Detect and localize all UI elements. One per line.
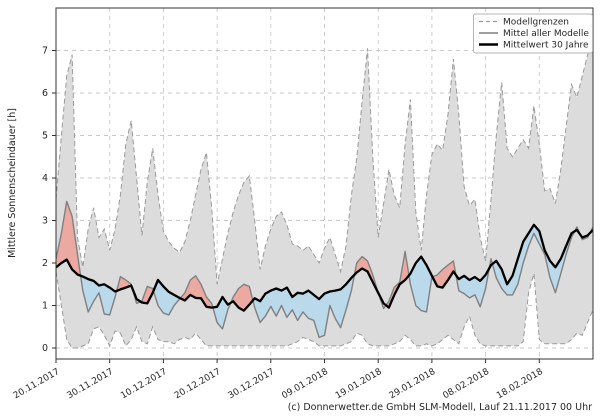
text-layer: Mittlere Sonnenscheindauer [h] (c) Donner… [7,108,592,413]
x-tick-label: 08.02.2018 [441,367,491,402]
legend-item-solid-black: Mittelwert 30 Jahre [479,41,589,51]
legend-label: Mittelwert 30 Jahre [503,41,589,51]
below-normal-fill [213,297,230,329]
y-tick-label: 2 [42,258,48,269]
y-tick-label: 1 [42,301,48,312]
legend-box [473,13,593,54]
above-normal-fill [56,201,80,276]
data-layer [56,29,593,349]
copyright-footer: (c) Donnerwetter.de GmbH SLM-Modell, Lau… [288,402,592,413]
y-tick-label: 5 [42,131,48,142]
x-tick-label: 10.12.2017 [119,367,169,401]
model-bounds-max-line [56,29,593,285]
below-normal-fill [80,275,117,315]
below-normal-fill [409,256,432,312]
x-tick-label: 20.11.2017 [12,367,62,401]
x-tick-label: 09.01.2018 [280,367,330,402]
climate-mean-line [56,223,593,312]
below-normal-fill [493,224,574,295]
x-tick-label: 20.12.2017 [173,367,223,401]
x-tick-label: 30.11.2017 [66,367,116,401]
y-tick-label: 7 [42,46,48,57]
x-tick-label: 19.01.2018 [334,367,384,402]
y-tick-label: 0 [42,343,48,354]
y-tick-label: 6 [42,88,48,99]
below-normal-fill [456,269,489,307]
model-bounds-area [56,29,593,349]
above-normal-fill [354,256,378,291]
model-bounds-min-line [56,271,593,349]
model-mean-line [56,200,593,339]
below-normal-fill [253,275,354,338]
x-tick-label: 18.02.2018 [495,367,545,402]
legend-label: Modellgrenzen [503,18,569,28]
above-normal-fill [433,260,456,288]
x-tick-label: 30.12.2017 [227,367,277,401]
legend-item-solid-gray: Mittel aller Modelle [479,29,589,39]
above-normal-fill [180,275,213,308]
above-normal-fill [140,286,153,304]
above-normal-fill [117,276,133,291]
y-tick-label: 3 [42,216,48,227]
legend-label: Mittel aller Modelle [503,29,589,39]
legend-item-dashed-gray: Modellgrenzen [479,18,569,28]
x-tick-label: 29.01.2018 [388,367,438,402]
y-axis-label: Mittlere Sonnenscheindauer [h] [7,108,18,258]
y-tick-label: 4 [42,173,48,184]
